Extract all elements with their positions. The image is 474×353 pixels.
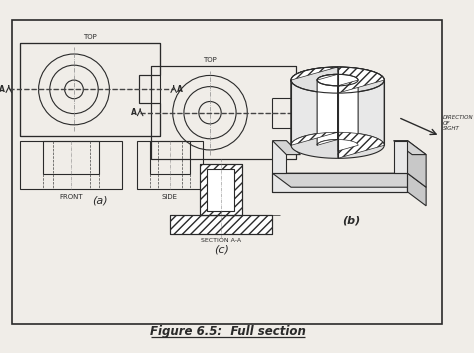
Text: FRONT: FRONT xyxy=(59,194,83,200)
Bar xyxy=(170,215,273,234)
Bar xyxy=(43,140,99,174)
Text: SECTION A-A: SECTION A-A xyxy=(201,238,241,243)
Text: SIDE: SIDE xyxy=(162,194,178,200)
Bar xyxy=(137,140,202,189)
Polygon shape xyxy=(273,140,301,155)
Text: TOP: TOP xyxy=(83,34,97,40)
Bar xyxy=(200,164,242,215)
Bar xyxy=(151,66,296,159)
Text: Figure 6.5:  Full section: Figure 6.5: Full section xyxy=(150,325,306,338)
Polygon shape xyxy=(291,67,384,158)
Text: (c): (c) xyxy=(214,245,228,255)
Polygon shape xyxy=(273,173,426,187)
Polygon shape xyxy=(393,140,408,173)
Polygon shape xyxy=(317,74,358,151)
Polygon shape xyxy=(393,140,426,155)
Text: DIRECTION
OF
SIGHT: DIRECTION OF SIGHT xyxy=(443,115,474,131)
Polygon shape xyxy=(273,173,408,192)
Bar xyxy=(20,43,160,136)
Polygon shape xyxy=(408,173,426,206)
Polygon shape xyxy=(317,74,358,145)
Text: TOP: TOP xyxy=(203,57,217,63)
Bar xyxy=(207,169,234,210)
Polygon shape xyxy=(273,140,286,173)
Text: A: A xyxy=(312,108,319,117)
Bar xyxy=(20,43,160,136)
Ellipse shape xyxy=(291,67,384,93)
Bar xyxy=(151,66,296,159)
Text: A: A xyxy=(176,85,182,94)
Polygon shape xyxy=(291,67,384,145)
Text: A: A xyxy=(0,85,5,94)
Text: A: A xyxy=(130,108,137,117)
Bar xyxy=(200,164,242,215)
Ellipse shape xyxy=(317,74,358,86)
Bar xyxy=(150,140,190,174)
Text: (b): (b) xyxy=(343,215,361,225)
Polygon shape xyxy=(291,80,384,158)
Bar xyxy=(20,140,122,189)
Polygon shape xyxy=(408,140,426,187)
Text: (a): (a) xyxy=(92,196,108,205)
Bar xyxy=(170,215,273,234)
